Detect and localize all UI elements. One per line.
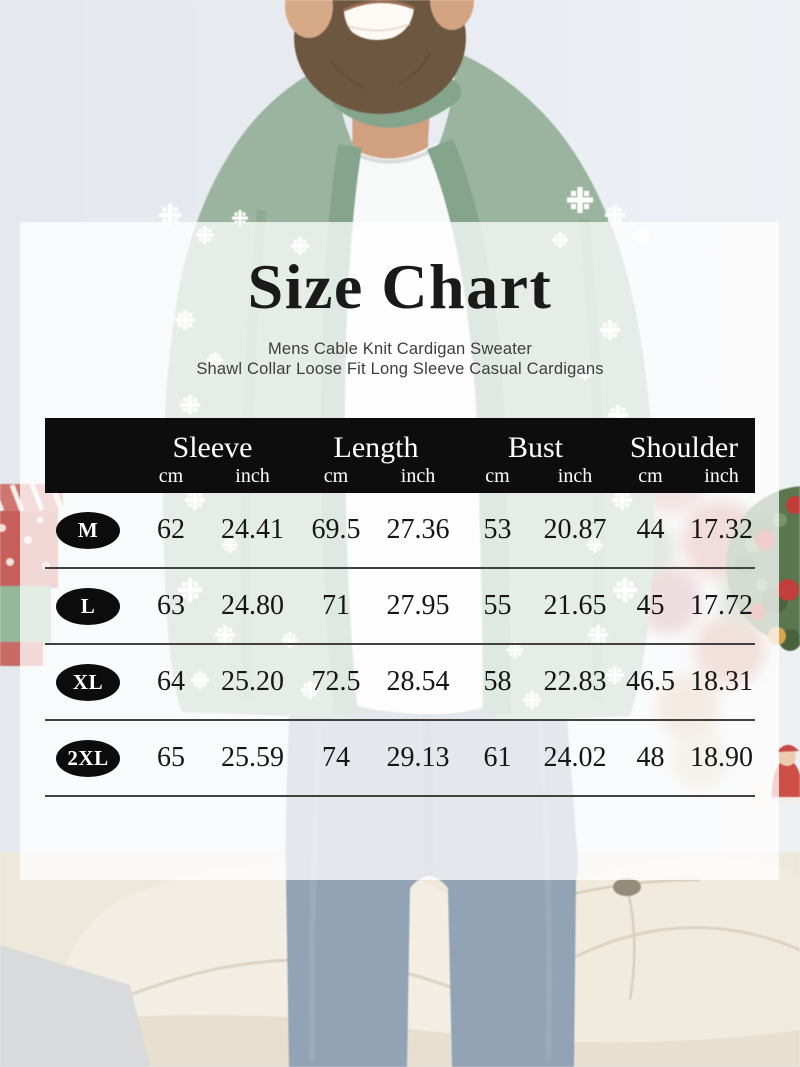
table-cell: 20.87 (543, 514, 607, 545)
size-cell: L (45, 587, 131, 625)
white-overlay-panel (20, 222, 779, 880)
table-cell: 18.90 (690, 742, 753, 773)
table-cell: 24.41 (221, 514, 284, 545)
table-cell: 25.59 (221, 742, 284, 773)
mouth (343, 0, 415, 40)
table-cell: 53 (483, 514, 512, 545)
table-cell: 24.02 (543, 742, 607, 773)
table-cell: 63 (157, 590, 185, 621)
unit-label-length-cm: cm (323, 465, 349, 487)
table-cell: 29.13 (386, 742, 450, 773)
table-cell: 27.36 (386, 514, 450, 545)
table-header: Sleeve Length Bust Shoulder cm inch cm i… (45, 418, 755, 493)
table-cell: 64 (157, 666, 185, 697)
table-cell: 48 (636, 742, 665, 773)
unit-label-bust-cm: cm (485, 465, 510, 487)
unit-label-bust-inch: inch (557, 465, 593, 487)
table-cell: 22.83 (543, 666, 607, 697)
table-cell: 44 (636, 514, 665, 545)
table-cell: 17.32 (690, 514, 753, 545)
face-and-beard (285, 0, 474, 114)
table-cell: 25.20 (221, 666, 284, 697)
table-row-l: L 63 24.80 71 27.95 55 21.65 45 17.72 (45, 569, 755, 645)
product-subtitle: Mens Cable Knit Cardigan Sweater Shawl C… (0, 340, 800, 379)
column-group-bust: Bust (507, 431, 564, 464)
unit-label-sleeve-inch: inch (235, 465, 270, 487)
table-cell: 62 (157, 514, 185, 545)
header-corner-cell (45, 418, 131, 493)
table-cell: 74 (322, 742, 350, 773)
size-cell: M (45, 511, 131, 549)
size-badge-m: M (56, 511, 120, 549)
table-cell: 17.72 (690, 590, 753, 621)
size-badge-2xl: 2XL (56, 739, 120, 777)
floor (0, 945, 150, 1067)
table-cell: 45 (636, 590, 665, 621)
subtitle-line-1: Mens Cable Knit Cardigan Sweater (267, 340, 533, 358)
unit-label-length-inch: inch (400, 465, 436, 487)
table-cell: 55 (483, 590, 512, 621)
table-row-xl: XL 64 25.20 72.5 28.54 58 22.83 46.5 18.… (45, 645, 755, 721)
unit-label-shoulder-cm: cm (638, 465, 663, 487)
table-row-2xl: 2XL 65 25.59 74 29.13 61 24.02 48 18.90 (45, 721, 755, 797)
size-badge-xl: XL (56, 663, 120, 701)
table-row-m: M 62 24.41 69.5 27.36 53 20.87 44 17.32 (45, 493, 755, 569)
table-cell: 65 (157, 742, 185, 773)
table-cell: 71 (322, 590, 350, 621)
size-badge-l: L (56, 587, 120, 625)
table-cell: 58 (483, 666, 512, 697)
column-group-sleeve: Sleeve (172, 431, 253, 464)
table-cell: 61 (483, 742, 512, 773)
subtitle-line-2: Shawl Collar Loose Fit Long Sleeve Casua… (196, 359, 604, 378)
table-cell: 72.5 (311, 666, 361, 697)
table-cell: 46.5 (626, 666, 675, 697)
column-group-length: Length (333, 431, 419, 464)
table-cell: 28.54 (386, 666, 450, 697)
size-cell: XL (45, 663, 131, 701)
unit-label-shoulder-inch: inch (704, 465, 739, 487)
size-chart-table: Sleeve Length Bust Shoulder cm inch cm i… (45, 418, 755, 797)
table-cell: 27.95 (386, 590, 450, 621)
size-cell: 2XL (45, 739, 131, 777)
table-cell: 18.31 (690, 666, 753, 697)
column-group-shoulder: Shoulder (629, 431, 739, 464)
page-title: Size Chart (247, 251, 553, 322)
table-cell: 24.80 (221, 590, 284, 621)
unit-label-sleeve-cm: cm (158, 465, 184, 487)
table-cell: 69.5 (311, 514, 361, 545)
table-cell: 21.65 (543, 590, 607, 621)
